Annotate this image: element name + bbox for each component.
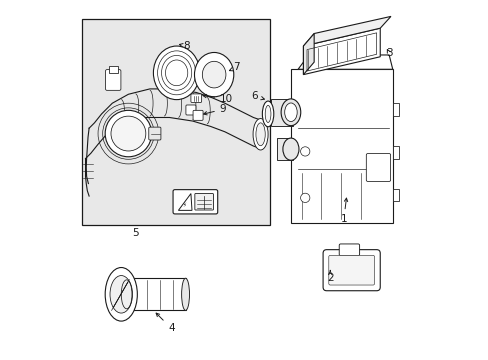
Text: 9: 9 (203, 104, 226, 115)
FancyBboxPatch shape (173, 190, 217, 214)
Polygon shape (298, 55, 392, 69)
Polygon shape (178, 194, 192, 210)
Ellipse shape (110, 275, 132, 313)
FancyBboxPatch shape (105, 69, 121, 90)
Bar (392, 189, 398, 202)
Bar (271, 99, 292, 126)
Bar (392, 146, 398, 158)
Bar (121, 278, 185, 310)
Bar (392, 103, 398, 116)
FancyBboxPatch shape (366, 154, 390, 181)
Ellipse shape (253, 118, 267, 150)
Text: 7: 7 (229, 63, 240, 72)
FancyBboxPatch shape (323, 249, 380, 291)
Ellipse shape (262, 101, 273, 127)
Ellipse shape (194, 53, 233, 97)
Text: 8: 8 (179, 41, 189, 51)
FancyBboxPatch shape (339, 244, 359, 256)
Ellipse shape (202, 61, 225, 88)
Bar (82, 19, 269, 225)
Ellipse shape (111, 116, 145, 151)
Text: 1: 1 (340, 198, 347, 224)
Ellipse shape (105, 111, 151, 157)
Ellipse shape (264, 105, 270, 122)
Ellipse shape (283, 138, 298, 160)
Ellipse shape (281, 99, 300, 126)
Bar (276, 138, 292, 160)
FancyBboxPatch shape (185, 105, 196, 115)
FancyBboxPatch shape (328, 255, 374, 285)
Circle shape (300, 147, 309, 156)
Text: 3: 3 (385, 48, 392, 58)
FancyBboxPatch shape (190, 94, 201, 103)
Polygon shape (303, 33, 313, 75)
Circle shape (300, 193, 309, 203)
Text: ⚡: ⚡ (183, 203, 186, 208)
Ellipse shape (105, 267, 137, 321)
FancyBboxPatch shape (148, 127, 161, 140)
FancyBboxPatch shape (193, 111, 203, 120)
Bar (290, 69, 392, 223)
Ellipse shape (255, 123, 264, 146)
FancyBboxPatch shape (194, 194, 213, 210)
Bar (108, 66, 118, 73)
Ellipse shape (284, 103, 297, 122)
Text: 4: 4 (156, 313, 174, 333)
Polygon shape (303, 28, 380, 75)
Ellipse shape (153, 46, 200, 100)
Text: 2: 2 (326, 270, 333, 283)
Ellipse shape (181, 278, 189, 310)
Text: 5: 5 (132, 228, 139, 238)
Text: 10: 10 (203, 94, 233, 104)
Text: 6: 6 (251, 91, 264, 101)
Polygon shape (303, 17, 390, 46)
